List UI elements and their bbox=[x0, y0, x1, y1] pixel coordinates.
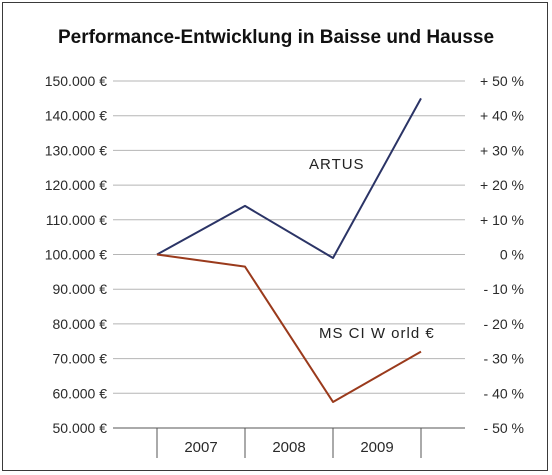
right-tick-label: + 10 % bbox=[480, 212, 524, 228]
left-tick-label: 110.000 € bbox=[46, 212, 107, 228]
gridlines bbox=[113, 80, 465, 429]
right-tick-label: + 50 % bbox=[480, 73, 524, 89]
x-tick-label: 2008 bbox=[272, 439, 305, 456]
right-tick-label: - 20 % bbox=[484, 316, 524, 332]
left-tick-label: 60.000 € bbox=[53, 385, 108, 401]
left-tick-label: 140.000 € bbox=[45, 108, 107, 124]
chart-title: Performance-Entwicklung in Baisse und Ha… bbox=[58, 27, 494, 48]
chart-frame: Performance-Entwicklung in Baisse und Ha… bbox=[2, 2, 548, 471]
right-axis-ticks: + 50 % + 40 % + 30 % + 20 % + 10 % 0 % - 10 % -… bbox=[480, 73, 524, 436]
series-line-msci bbox=[156, 253, 422, 403]
left-tick-label: 120.000 € bbox=[45, 177, 107, 193]
right-tick-label: 0 % bbox=[500, 247, 524, 263]
series-label-msci: MS CI W orld € bbox=[319, 325, 435, 342]
series-lines bbox=[156, 97, 422, 403]
chart-svg: Performance-Entwicklung in Baisse und Ha… bbox=[45, 27, 524, 458]
right-tick-label: - 40 % bbox=[484, 385, 524, 401]
series-label-artus: ARTUS bbox=[309, 156, 365, 173]
right-tick-label: + 40 % bbox=[480, 108, 524, 124]
left-axis-ticks: 150.000 € 140.000 € 130.000 € 120.000 € 110.… bbox=[45, 73, 108, 436]
left-tick-label: 150.000 € bbox=[45, 73, 107, 89]
right-tick-label: - 10 % bbox=[484, 281, 524, 297]
x-tick-label: 2009 bbox=[360, 439, 393, 456]
series-line-artus bbox=[156, 97, 422, 259]
right-tick-label: + 20 % bbox=[480, 177, 524, 193]
left-tick-label: 100.000 € bbox=[45, 247, 107, 263]
left-tick-label: 90.000 € bbox=[53, 281, 108, 297]
x-axis: 2007 2008 2009 bbox=[156, 428, 422, 458]
right-tick-label: - 50 % bbox=[484, 420, 524, 436]
left-tick-label: 70.000 € bbox=[53, 351, 108, 367]
right-tick-label: - 30 % bbox=[484, 351, 524, 367]
right-tick-label: + 30 % bbox=[480, 142, 524, 158]
x-tick-label: 2007 bbox=[184, 439, 217, 456]
left-tick-label: 50.000 € bbox=[53, 420, 108, 436]
left-tick-label: 130.000 € bbox=[45, 142, 107, 158]
left-tick-label: 80.000 € bbox=[53, 316, 108, 332]
